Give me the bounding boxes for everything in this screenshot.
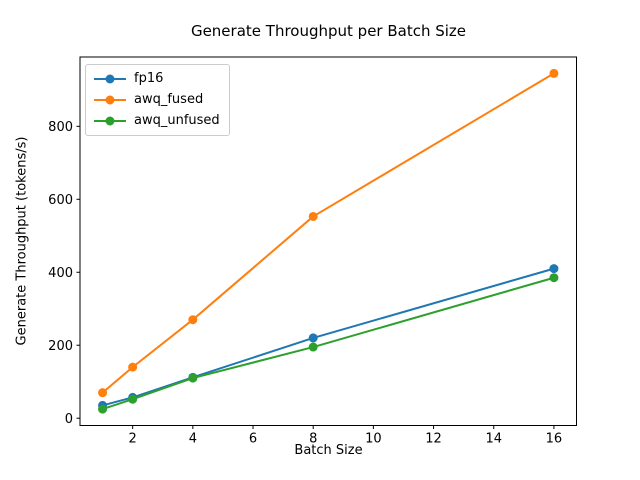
svg-text:14: 14 — [485, 431, 502, 446]
legend-label: fp16 — [134, 71, 164, 86]
svg-text:400: 400 — [48, 266, 73, 281]
legend-line-sample-icon — [94, 116, 126, 126]
svg-text:2: 2 — [129, 431, 137, 446]
svg-text:8: 8 — [309, 431, 317, 446]
chart-title: Generate Throughput per Batch Size — [190, 22, 467, 40]
y-axis-ticks: 0 200 400 600 800 — [48, 120, 80, 427]
svg-text:4: 4 — [189, 431, 197, 446]
legend-item-fp16: fp16 — [94, 71, 220, 87]
axes-box — [79, 56, 577, 426]
svg-text:12: 12 — [425, 431, 442, 446]
legend-item-awq-fused: awq_fused — [94, 92, 220, 108]
svg-text:16: 16 — [546, 431, 563, 446]
legend-item-awq-unfused: awq_unfused — [94, 113, 220, 129]
svg-text:10: 10 — [365, 431, 382, 446]
legend: fp16 awq_fused awq_unfused — [85, 64, 230, 136]
svg-text:0: 0 — [65, 412, 73, 427]
x-axis-label: Batch Size — [294, 443, 363, 458]
legend-line-sample-icon — [94, 95, 126, 105]
legend-dot-icon — [105, 116, 115, 126]
legend-dot-icon — [105, 74, 115, 84]
svg-text:6: 6 — [249, 431, 257, 446]
legend-line-sample-icon — [94, 74, 126, 84]
svg-text:800: 800 — [48, 120, 73, 135]
legend-label: awq_fused — [134, 92, 204, 107]
series-awq_fused — [98, 68, 559, 398]
x-axis-ticks: 2 4 6 8 10 12 14 16 — [129, 425, 563, 446]
series-awq_unfused — [98, 273, 559, 414]
legend-dot-icon — [105, 95, 115, 105]
svg-text:200: 200 — [48, 339, 73, 354]
legend-label: awq_unfused — [134, 113, 220, 128]
svg-text:600: 600 — [48, 193, 73, 208]
